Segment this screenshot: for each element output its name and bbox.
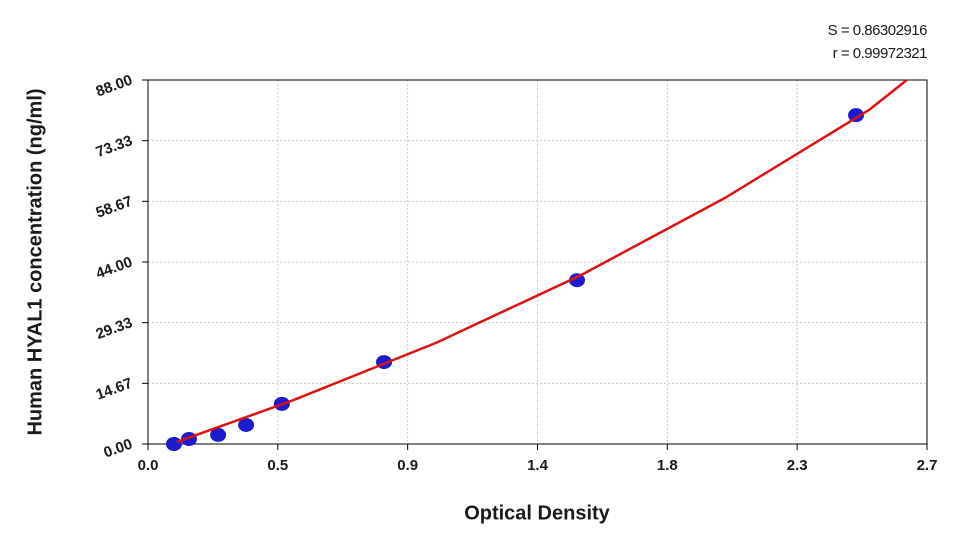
data-point xyxy=(210,427,227,442)
annotation: S = 0.86302916 xyxy=(828,22,928,39)
data-point xyxy=(165,437,182,451)
x-tick-label: 0.0 xyxy=(138,457,159,474)
fit-curve xyxy=(176,79,908,444)
data-point xyxy=(238,417,255,432)
x-tick-label: 0.5 xyxy=(267,457,288,474)
y-axis-title: Human HYAL1 concentration (ng/ml) xyxy=(24,88,46,435)
annotation: r = 0.99972321 xyxy=(833,45,927,62)
x-tick-label: 0.9 xyxy=(397,457,418,474)
data-point xyxy=(569,273,586,288)
data-point xyxy=(848,108,865,123)
x-tick-label: 2.7 xyxy=(917,457,938,474)
plot-border xyxy=(147,79,928,445)
x-tick-label: 1.4 xyxy=(527,457,549,474)
x-axis-title: Optical Density xyxy=(464,502,610,524)
x-tick-label: 2.3 xyxy=(787,457,808,474)
x-tick-label: 1.8 xyxy=(657,457,678,474)
